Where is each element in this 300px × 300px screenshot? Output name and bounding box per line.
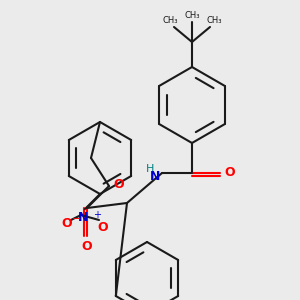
Text: O: O bbox=[113, 178, 124, 190]
Text: +: + bbox=[93, 210, 101, 220]
Text: CH₃: CH₃ bbox=[184, 11, 200, 20]
Text: H: H bbox=[146, 164, 154, 174]
Text: N: N bbox=[78, 211, 88, 224]
Text: CH₃: CH₃ bbox=[206, 16, 222, 25]
Text: O: O bbox=[224, 167, 235, 179]
Text: N: N bbox=[150, 170, 160, 184]
Text: −: − bbox=[72, 214, 81, 224]
Text: O: O bbox=[62, 217, 72, 230]
Text: CH₃: CH₃ bbox=[162, 16, 178, 25]
Text: O: O bbox=[98, 221, 108, 234]
Text: O: O bbox=[82, 240, 92, 253]
